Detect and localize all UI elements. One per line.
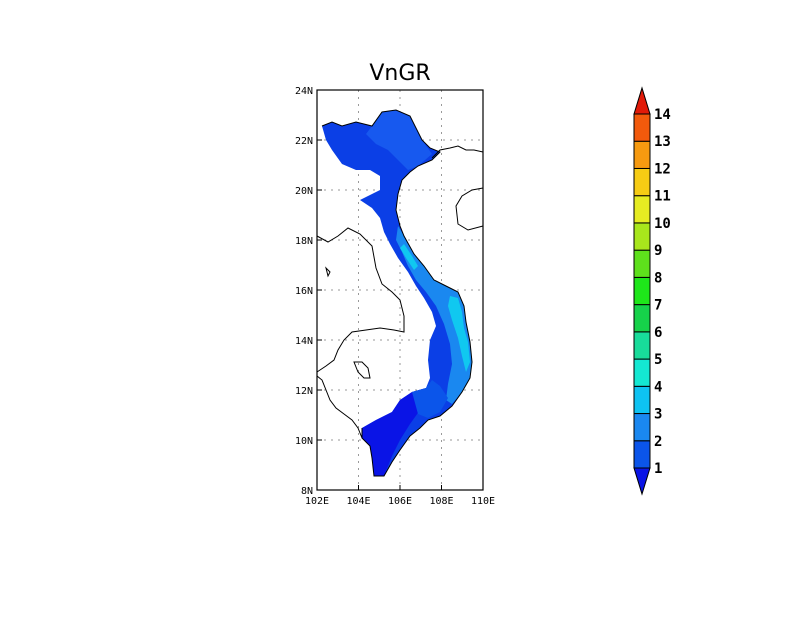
colorbar-label: 7 <box>654 298 662 314</box>
colorbar-label: 8 <box>654 270 662 286</box>
colorbar-box <box>633 249 651 278</box>
lon-tick-label: 108E <box>429 496 453 507</box>
map-title: VnGR <box>369 61 430 86</box>
lon-axis: 102E 104E 106E 108E 110E <box>305 485 495 507</box>
south-delta-band <box>362 388 430 476</box>
gulf-thailand-coast <box>316 375 363 439</box>
colorbar-label: 13 <box>654 134 671 150</box>
colorbar-box <box>633 140 651 169</box>
colorbar-label: 5 <box>654 352 662 368</box>
lon-tick-label: 110E <box>471 496 495 507</box>
colorbar-box <box>633 385 651 415</box>
colorbar-under-triangle <box>633 467 651 496</box>
colorbar-label: 2 <box>654 434 662 450</box>
colorbar-label: 10 <box>654 216 671 232</box>
colorbar-label: 1 <box>654 461 662 477</box>
small-island <box>325 266 331 278</box>
lon-tick-label: 106E <box>388 496 412 507</box>
laos-border <box>316 227 405 373</box>
colorbar-box <box>633 304 651 333</box>
lat-tick-label: 12N <box>295 386 313 397</box>
lat-tick-label: 14N <box>295 336 313 347</box>
lat-axis: 24N 22N 20N 18N 16N 14N 12N 10N 8N <box>295 86 322 497</box>
colorbar-box <box>633 440 651 469</box>
lat-tick-label: 8N <box>301 486 313 497</box>
colorbar-over-triangle <box>633 86 651 115</box>
colorbar-box <box>633 195 651 224</box>
colorbar-box <box>633 331 651 360</box>
colorbar-label: 3 <box>654 407 662 423</box>
colorbar-label: 6 <box>654 325 662 341</box>
lon-tick-label: 104E <box>346 496 370 507</box>
coastal-cyan-patch-2 <box>400 244 418 270</box>
colorbar-label: 9 <box>654 243 662 259</box>
colorbar-box <box>633 167 651 197</box>
lat-tick-label: 16N <box>295 286 313 297</box>
lat-tick-label: 10N <box>295 436 313 447</box>
lat-tick-label: 24N <box>295 86 313 97</box>
central-coastal-band <box>396 226 472 404</box>
map-panel: 24N 22N 20N 18N 16N 14N 12N 10N 8N 102E … <box>295 86 495 507</box>
colorbar-box <box>633 222 651 251</box>
hainan-coast <box>455 187 484 231</box>
colorbar-label: 11 <box>654 189 671 205</box>
colorbar-box <box>633 113 651 142</box>
colorbar-label: 4 <box>654 379 662 395</box>
china-coast <box>431 145 484 159</box>
lon-tick-label: 102E <box>305 496 329 507</box>
tonle-sap-lake <box>353 361 371 379</box>
lat-tick-label: 22N <box>295 136 313 147</box>
colorbar-box <box>633 413 651 442</box>
lat-tick-label: 20N <box>295 186 313 197</box>
lat-tick-label: 18N <box>295 236 313 247</box>
south-highlands-band <box>412 380 448 418</box>
coastal-cyan-patch <box>448 296 470 372</box>
colorbar-label: 12 <box>654 161 671 177</box>
north-medium-band <box>366 110 432 170</box>
vietnam-outline <box>321 109 473 477</box>
colorbar-label: 14 <box>654 107 671 123</box>
coastlines <box>316 109 484 477</box>
colorbar-box <box>633 276 651 306</box>
colorbar-box <box>633 358 651 387</box>
vietnam-data-field <box>322 110 472 476</box>
